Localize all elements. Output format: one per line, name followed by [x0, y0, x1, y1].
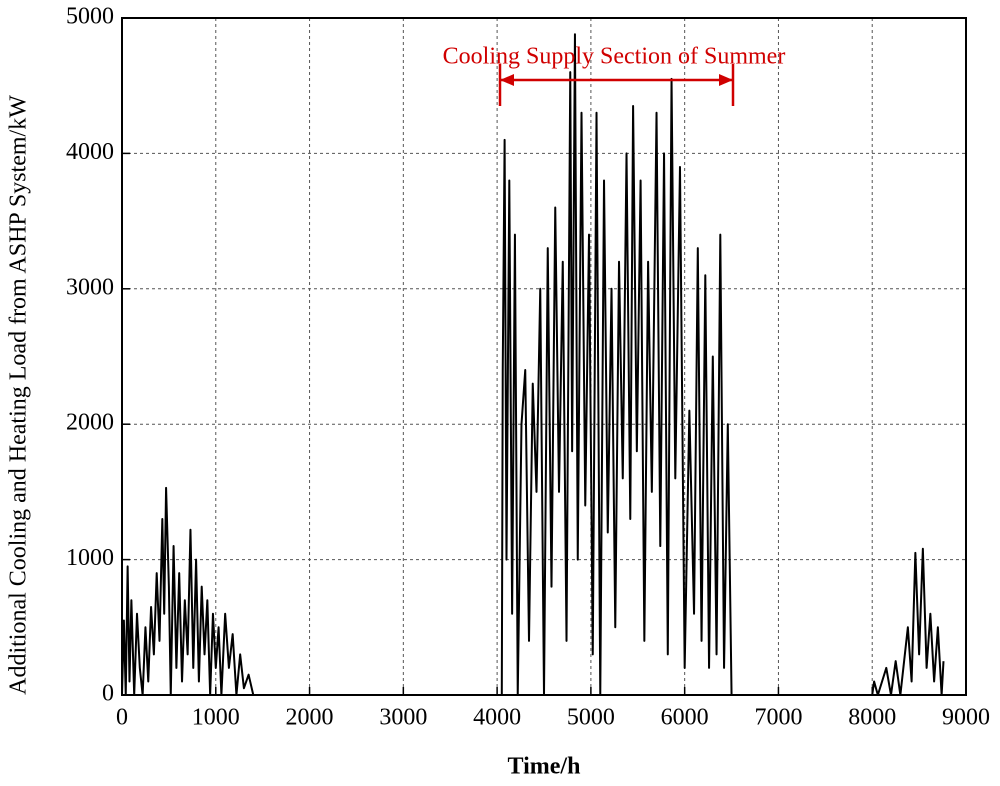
arrow-head	[719, 74, 733, 86]
x-tick-label: 4000	[473, 705, 521, 731]
y-axis-label: Additional Cooling and Heating Load from…	[6, 95, 32, 695]
x-axis-label: Time/h	[508, 754, 581, 780]
x-tick-label: 1000	[192, 705, 240, 731]
arrow-head	[500, 74, 514, 86]
y-tick-label: 2000	[66, 410, 114, 436]
y-tick-label: 3000	[66, 274, 114, 300]
y-tick-label: 1000	[66, 545, 114, 571]
x-tick-label: 7000	[754, 705, 802, 731]
x-tick-label: 3000	[379, 705, 427, 731]
line	[121, 33, 945, 696]
annotation: Cooling Supply Section of Summer	[443, 44, 786, 70]
x-tick-label: 0	[116, 705, 128, 731]
x-tick-label: 9000	[942, 705, 990, 731]
x-tick-label: 6000	[661, 705, 709, 731]
y-tick-label: 4000	[66, 139, 114, 165]
y-tick-label: 0	[102, 681, 114, 707]
x-tick-label: 8000	[848, 705, 896, 731]
plot-area	[121, 33, 945, 696]
plot-frame	[121, 17, 967, 696]
x-tick-label: 5000	[567, 705, 615, 731]
x-tick-label: 2000	[286, 705, 334, 731]
y-tick-label: 5000	[66, 4, 114, 30]
